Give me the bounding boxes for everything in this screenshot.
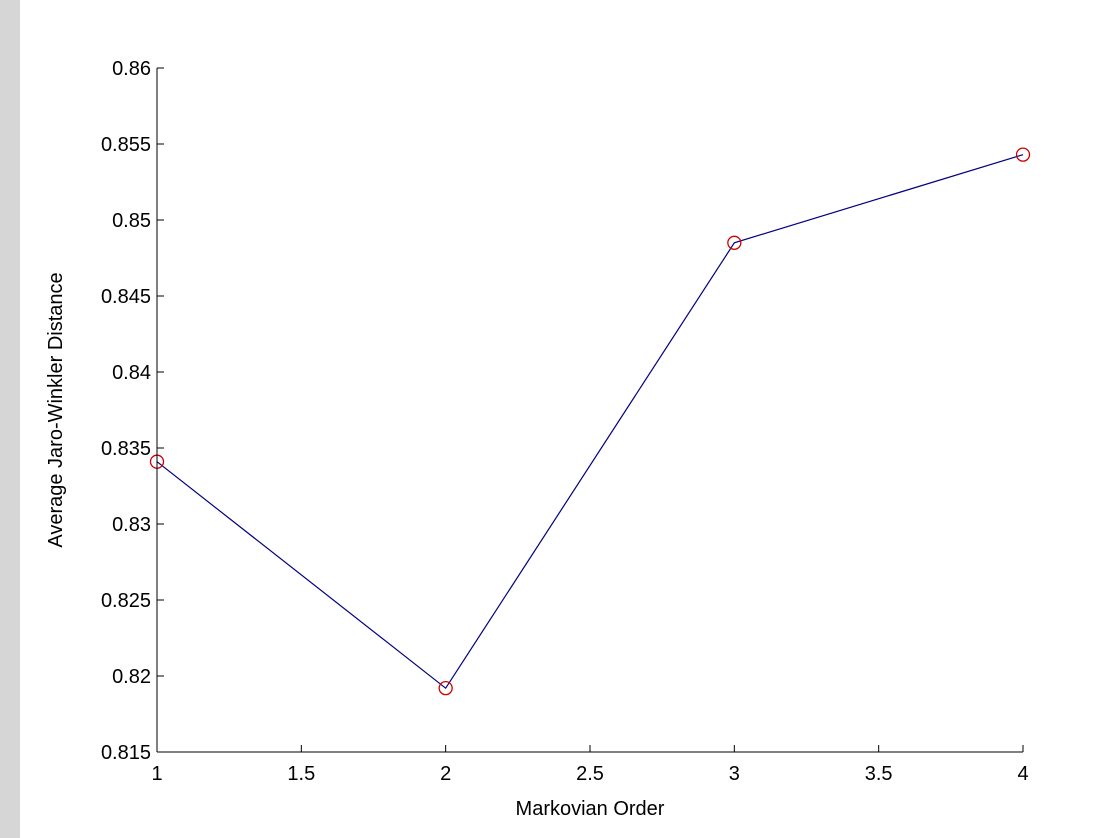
y-axis-ticks: 0.815 0.82 0.825 0.83 0.835 0.84 0.845 0.85 0.85… — [101, 58, 164, 764]
y-tick-label: 0.855 — [101, 134, 151, 156]
y-tick-label: 0.86 — [112, 58, 151, 80]
y-tick-label: 0.825 — [101, 590, 151, 612]
x-tick-label: 2 — [440, 763, 451, 785]
y-tick-label: 0.845 — [101, 286, 151, 308]
figure-canvas — [20, 0, 1112, 838]
data-point — [438, 681, 453, 696]
y-tick-label: 0.815 — [101, 742, 151, 764]
x-tick-label: 1.5 — [287, 763, 315, 785]
x-tick-label: 2.5 — [576, 763, 604, 785]
y-tick-label: 0.83 — [112, 514, 151, 536]
y-tick-label: 0.85 — [112, 210, 151, 232]
y-tick-label: 0.835 — [101, 438, 151, 460]
data-point — [727, 235, 742, 250]
x-tick-label: 1 — [151, 763, 162, 785]
x-tick-label: 3.5 — [865, 763, 893, 785]
series-lines — [156, 154, 1024, 690]
y-tick-label: 0.82 — [112, 666, 151, 688]
data-point — [1015, 147, 1031, 162]
y-tick-label: 0.84 — [112, 362, 151, 384]
series-line — [156, 154, 1024, 690]
x-axis-ticks: 1 1.5 2 2.5 3 3.5 4 — [151, 745, 1029, 785]
x-axis-label: Markovian Order — [516, 798, 665, 820]
x-tick-label: 4 — [1017, 763, 1028, 785]
x-tick-label: 3 — [729, 763, 740, 785]
y-axis-label: Average Jaro-Winkler Distance — [45, 272, 67, 547]
